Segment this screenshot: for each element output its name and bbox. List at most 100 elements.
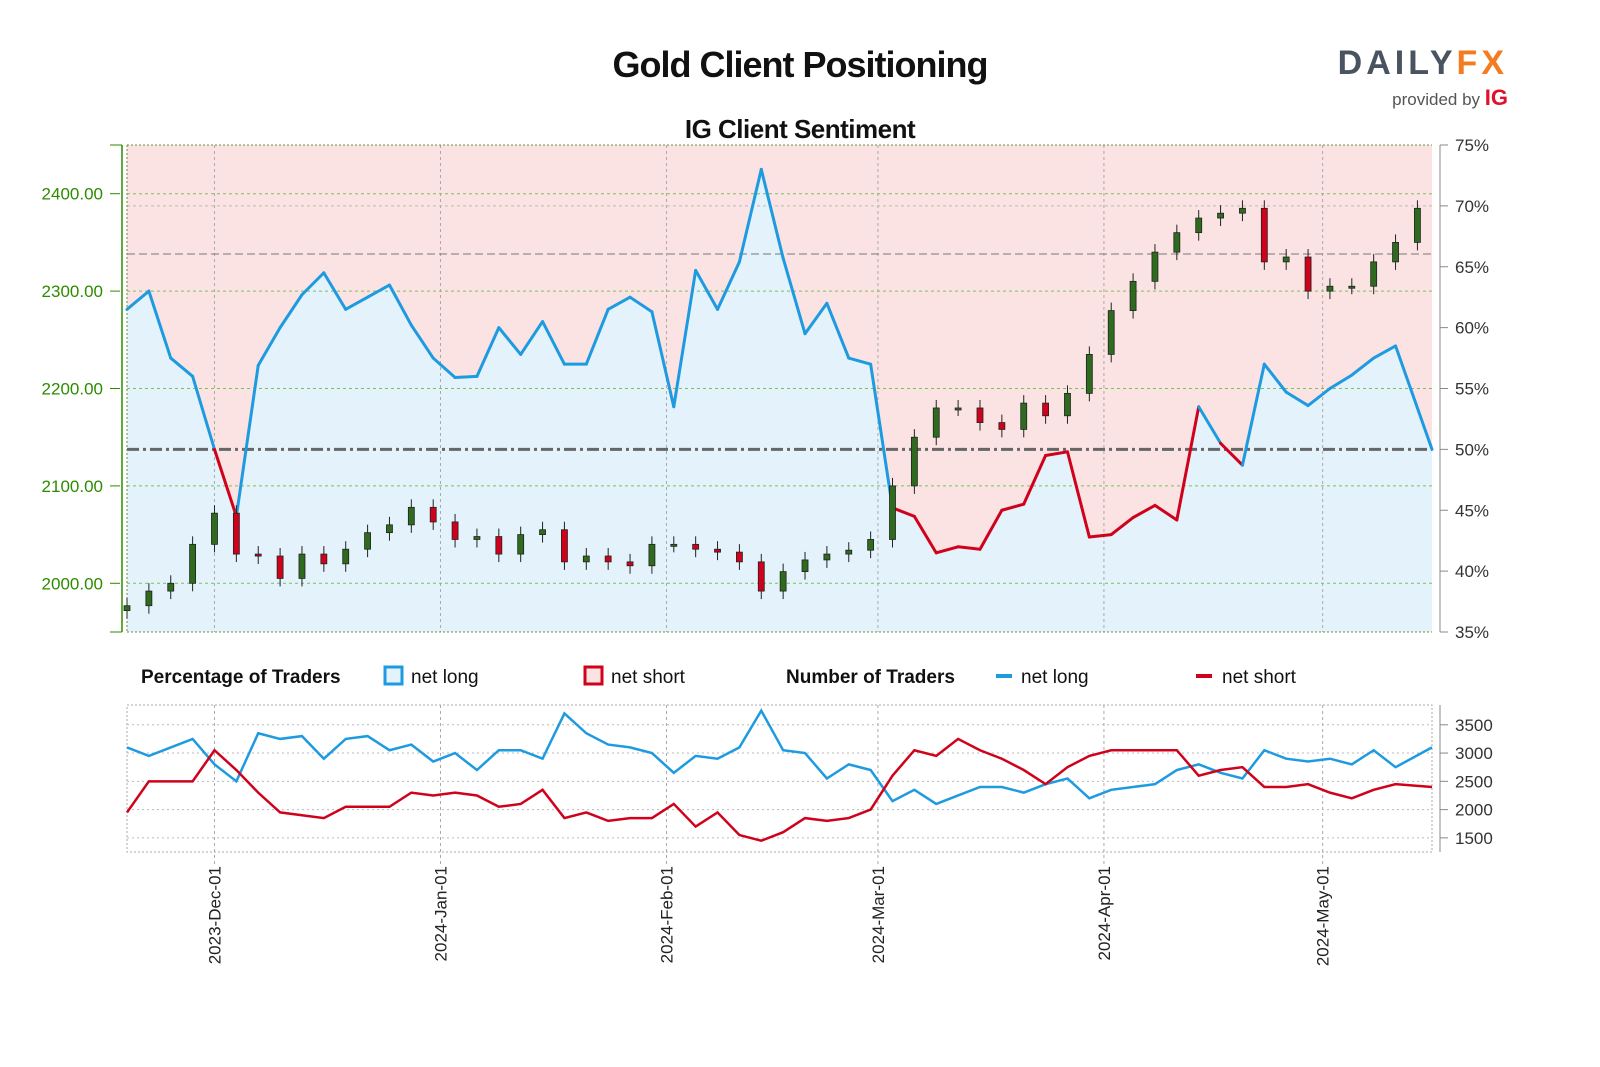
price-tick-label: 2300.00	[42, 282, 103, 301]
chart-subtitle: IG Client Sentiment	[684, 114, 916, 144]
count-tick-label: 1500	[1455, 829, 1493, 848]
pct-line-segment-long	[409, 323, 435, 360]
candle-up	[407, 506, 415, 526]
candle-up	[801, 559, 809, 573]
candle-up	[845, 549, 853, 555]
pct-line-segment-long	[781, 256, 807, 336]
candle-down	[561, 529, 568, 563]
count-tick-label: 2500	[1455, 772, 1493, 791]
dailyfx-logo: DAILYFX provided by IG	[1338, 44, 1508, 111]
pct-line-segment-short	[1000, 502, 1026, 512]
pct-line-segment-long	[541, 320, 566, 366]
candle-down	[232, 512, 240, 555]
candle-down	[1042, 402, 1050, 417]
candle-down	[998, 422, 1006, 430]
candle-up	[342, 548, 350, 565]
legend-pct-short: net short	[611, 667, 686, 688]
pct-line-segment-short	[1131, 503, 1157, 520]
x-tick-label: 2024-Jan-01	[431, 866, 450, 961]
candle-up	[932, 407, 940, 438]
legend-num-heading: Number of Traders	[786, 667, 955, 688]
candle-up	[648, 543, 656, 567]
pct-line-segment-long	[300, 271, 326, 297]
candle-up	[189, 543, 197, 584]
ig-logo: IG	[1484, 85, 1508, 110]
candle-up	[779, 571, 787, 592]
x-tick-label: 2024-Feb-01	[657, 866, 676, 963]
legend-pct-long-swatch	[383, 665, 404, 686]
pct-line-segment-long	[628, 295, 654, 314]
candle-up	[670, 543, 678, 547]
candle-down	[692, 543, 700, 550]
pct-line-segment-long	[191, 374, 216, 451]
pct-line-segment-short	[1022, 453, 1048, 506]
pct-line-segment-long	[387, 283, 413, 327]
candle-down	[276, 555, 284, 579]
candle-down	[714, 548, 721, 553]
pct-line-segment-long	[234, 363, 260, 518]
pct-line-segment-long	[1262, 362, 1288, 394]
candle-up	[1195, 217, 1203, 234]
pct-line-segment-long	[1372, 344, 1398, 360]
logo-tagline-text: provided by	[1392, 90, 1481, 109]
pct-line-segment-long	[825, 301, 851, 360]
pct-line-segment-long	[344, 295, 370, 311]
candle-up	[1282, 256, 1290, 263]
pct-line-segment-long	[475, 326, 501, 378]
candle-down	[451, 521, 459, 540]
candle-up	[910, 436, 918, 487]
logo-main: DAILY	[1337, 44, 1457, 82]
candle-up	[1173, 232, 1181, 253]
legend-pct-heading: Percentage of Traders	[141, 667, 341, 688]
pct-tick-label: 70%	[1455, 197, 1489, 216]
candle-up	[1370, 261, 1378, 287]
pct-line-segment-long	[519, 320, 545, 356]
pct-line-segment-long	[453, 374, 479, 380]
candle-down	[429, 506, 437, 523]
pct-line-segment-long	[650, 310, 676, 409]
pct-line-segment-long	[1284, 390, 1310, 408]
price-tick-label: 2400.00	[42, 185, 103, 204]
candle-up	[1392, 241, 1399, 263]
candle-up	[1414, 207, 1421, 243]
candle-up	[167, 582, 175, 592]
pct-line-segment-long	[256, 326, 282, 367]
pct-line-segment-long	[431, 356, 457, 380]
pct-line-segment-long	[847, 356, 873, 366]
pct-line-segment-long	[737, 167, 763, 264]
legend-pct-long: net long	[411, 667, 479, 688]
candle-up	[1326, 285, 1334, 292]
candle-up	[145, 590, 153, 607]
pct-line-segment-long	[497, 326, 523, 356]
pct-line-segment-short	[1109, 516, 1135, 537]
x-axis: 2023-Dec-01 2024-Jan-01 2024-Feb-01 2024-Ma…	[205, 866, 1332, 966]
candle-up	[823, 553, 831, 561]
candle-up	[954, 407, 962, 411]
logo-accent: FX	[1456, 44, 1508, 82]
price-tick-label: 2000.00	[42, 574, 103, 593]
x-tick-label: 2024-Mar-01	[869, 866, 888, 963]
price-tick-label: 2200.00	[42, 380, 103, 399]
pct-line-segment-long	[869, 362, 895, 510]
candle-up	[1239, 207, 1246, 214]
net-long-area	[127, 169, 1432, 632]
candle-up	[1064, 392, 1071, 417]
x-tick-label: 2023-Dec-01	[205, 866, 224, 964]
lower-panel-border	[126, 704, 1433, 853]
pct-line-segment-short	[978, 508, 1004, 551]
logo-tagline: provided by IG	[1338, 85, 1508, 111]
candle-up	[1348, 285, 1356, 289]
pct-line-segment-long	[147, 289, 173, 360]
pct-line-segment-short	[1044, 450, 1069, 457]
pct-line-segment-short	[1065, 450, 1091, 539]
pct-tick-label: 40%	[1455, 562, 1489, 581]
candle-up	[298, 553, 306, 579]
pct-line-segment-long	[694, 268, 720, 311]
pct-tick-label: 35%	[1455, 623, 1489, 642]
count-tick-label: 3500	[1455, 716, 1493, 735]
pct-line-segment-long	[278, 293, 304, 330]
candle-up	[1129, 280, 1137, 311]
candle-up	[1217, 212, 1224, 219]
pct-line-segment-long	[1197, 405, 1223, 445]
pct-line-segment-long	[716, 260, 741, 311]
